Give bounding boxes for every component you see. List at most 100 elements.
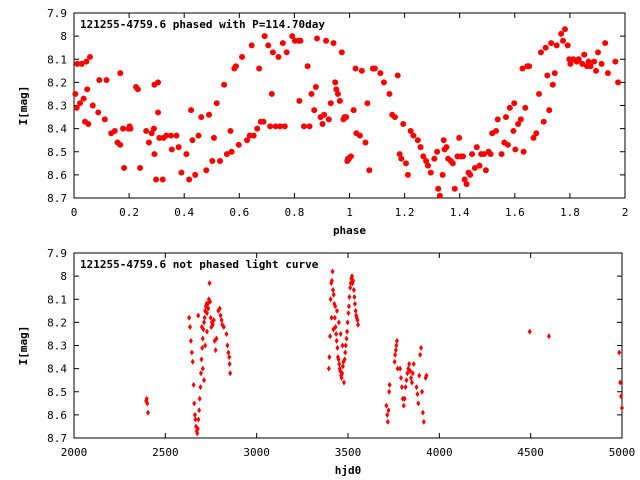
data-point (461, 176, 468, 183)
data-point (221, 81, 228, 88)
data-point (612, 58, 619, 65)
data-point (544, 72, 551, 79)
data-point (144, 395, 149, 402)
data-point (398, 155, 405, 162)
data-point (419, 344, 424, 351)
data-point (89, 102, 96, 109)
data-point (80, 95, 87, 102)
data-point (296, 97, 303, 104)
data-point (283, 49, 290, 56)
x-axis-label: phase (333, 224, 366, 237)
data-point (343, 114, 350, 121)
data-point (193, 416, 198, 423)
data-point (204, 328, 209, 335)
data-point (210, 134, 217, 141)
data-point (579, 60, 586, 67)
data-point (248, 42, 255, 49)
data-point (269, 49, 276, 56)
data-point (335, 307, 340, 314)
data-point (399, 384, 404, 391)
data-point (585, 58, 592, 65)
data-point (347, 293, 352, 300)
data-point (189, 137, 196, 144)
data-point (145, 409, 150, 416)
data-point (380, 79, 387, 86)
data-point (400, 121, 407, 127)
data-point (410, 370, 415, 377)
data-point (487, 151, 494, 158)
data-point (343, 342, 348, 349)
data-point (424, 372, 429, 379)
data-point (188, 337, 193, 344)
data-point (536, 90, 543, 97)
data-point (72, 90, 79, 97)
data-point (198, 114, 205, 121)
data-point (602, 40, 609, 47)
data-point (519, 65, 526, 72)
data-point (321, 111, 328, 118)
data-point (358, 67, 365, 74)
x-tick-label: 3500 (335, 446, 362, 459)
data-point (560, 37, 567, 44)
data-point (476, 162, 483, 169)
unphased-light-curve-panel: 2000 2500 3000 3500 4000 4500 5000 7.9 8 8.1 8.2 8.… (17, 247, 635, 477)
y-tick-label: 8.6 (47, 409, 67, 422)
data-point (219, 317, 224, 324)
data-point (346, 303, 351, 310)
data-point (221, 324, 226, 330)
y-tick-label: 7.9 (47, 247, 67, 260)
data-point (333, 86, 340, 93)
data-point (227, 354, 232, 361)
data-point (96, 77, 103, 84)
data-point (527, 328, 532, 335)
data-point (213, 100, 220, 107)
data-point (425, 162, 432, 169)
data-point (103, 77, 110, 84)
data-point (330, 268, 335, 275)
data-point (371, 65, 378, 72)
data-point (227, 361, 232, 367)
data-point (117, 141, 124, 148)
data-point (200, 335, 205, 342)
data-point (520, 148, 527, 155)
data-point (530, 134, 537, 141)
data-point (312, 84, 319, 90)
data-point (353, 307, 358, 314)
data-point (551, 70, 558, 77)
data-point (319, 121, 326, 127)
data-point (277, 123, 284, 130)
data-point (117, 70, 124, 77)
data-point (443, 144, 450, 151)
data-point (155, 79, 162, 86)
data-point (398, 374, 403, 381)
data-point (101, 116, 108, 123)
data-point (330, 40, 337, 47)
data-point (473, 144, 480, 151)
data-point (409, 374, 414, 381)
data-point (148, 130, 155, 137)
data-point (336, 319, 341, 326)
data-point (332, 79, 339, 86)
data-point (537, 49, 544, 56)
y-tick-label: 8.5 (47, 146, 67, 159)
data-point (334, 90, 341, 97)
data-point (502, 114, 509, 121)
y-tick-label: 7.9 (47, 7, 67, 20)
data-point (408, 367, 413, 374)
data-point (418, 351, 423, 358)
data-point (187, 324, 192, 330)
data-point (366, 167, 373, 174)
data-point (195, 430, 200, 437)
data-point (297, 37, 304, 44)
data-point (417, 372, 422, 379)
data-point (561, 26, 568, 33)
data-point (431, 155, 438, 162)
data-point (156, 134, 163, 141)
data-point (364, 100, 371, 107)
data-point (336, 356, 341, 363)
data-point (498, 151, 505, 158)
data-point (192, 171, 199, 178)
data-point (598, 60, 605, 67)
data-point (77, 100, 84, 107)
data-point (405, 370, 410, 377)
